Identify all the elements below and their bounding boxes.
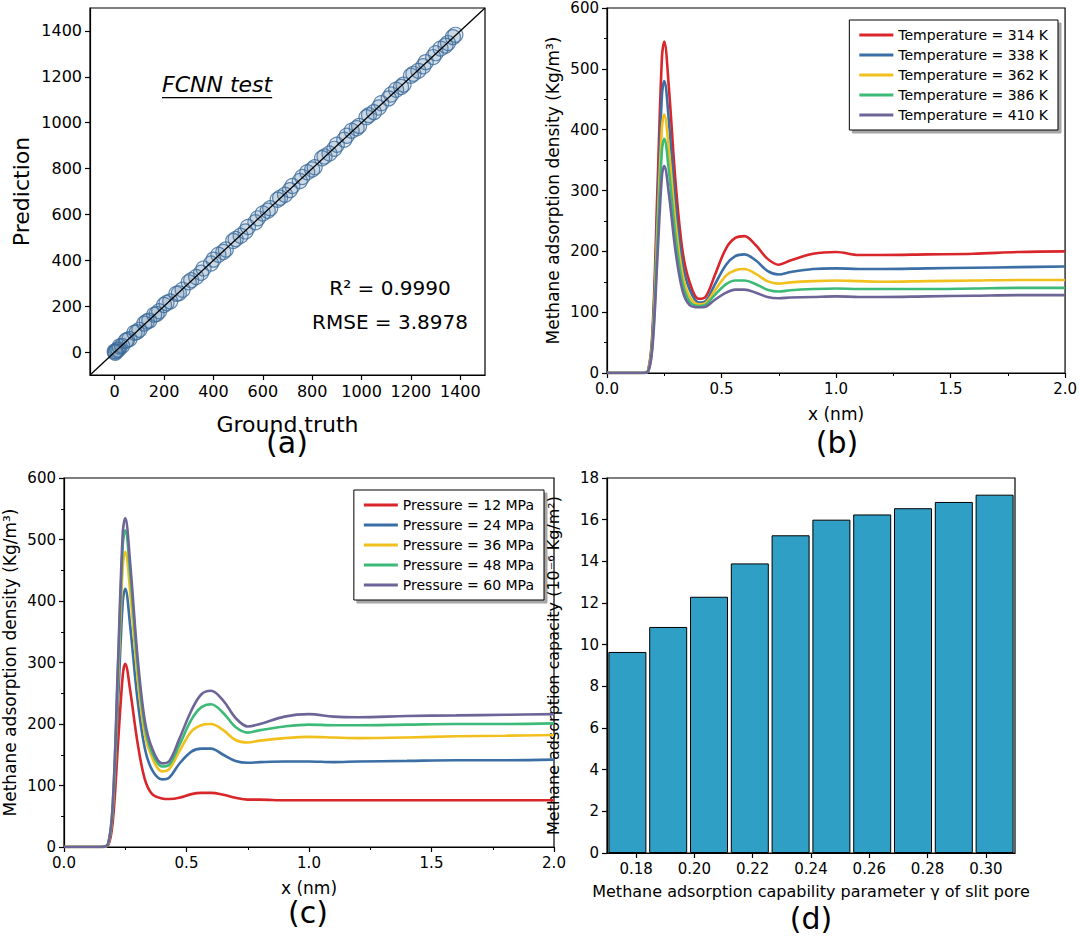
svg-text:800: 800 [297, 382, 328, 401]
svg-text:0.24: 0.24 [794, 860, 827, 878]
svg-text:0: 0 [72, 343, 82, 362]
svg-text:0: 0 [589, 844, 599, 862]
svg-text:0: 0 [46, 838, 56, 856]
svg-text:100: 100 [27, 777, 56, 795]
svg-text:600: 600 [27, 469, 56, 487]
svg-text:300: 300 [570, 182, 599, 200]
svg-text:Pressure = 12 MPa: Pressure = 12 MPa [403, 497, 534, 513]
svg-text:Temperature = 314 K: Temperature = 314 K [897, 27, 1048, 43]
svg-text:8: 8 [589, 677, 599, 695]
svg-text:Temperature = 338 K: Temperature = 338 K [897, 47, 1048, 63]
svg-text:500: 500 [570, 60, 599, 78]
svg-text:(d): (d) [790, 901, 832, 936]
svg-text:1.5: 1.5 [420, 854, 444, 872]
svg-text:Pressure = 60 MPa: Pressure = 60 MPa [403, 577, 534, 593]
svg-text:16: 16 [580, 511, 599, 529]
svg-text:14: 14 [580, 552, 599, 570]
svg-text:200: 200 [51, 297, 82, 316]
svg-text:1200: 1200 [391, 382, 432, 401]
svg-text:0: 0 [589, 364, 599, 382]
svg-text:Methane adsorption density (Kg: Methane adsorption density (Kg/m³) [0, 509, 20, 817]
svg-text:6: 6 [589, 719, 599, 737]
svg-text:0.0: 0.0 [595, 380, 619, 398]
svg-text:0.0: 0.0 [52, 854, 76, 872]
svg-text:Pressure = 48 MPa: Pressure = 48 MPa [403, 557, 534, 573]
svg-text:2.0: 2.0 [542, 854, 566, 872]
svg-text:0.22: 0.22 [736, 860, 769, 878]
svg-text:Ground truth: Ground truth [216, 411, 359, 437]
svg-text:400: 400 [27, 592, 56, 610]
svg-text:Temperature = 386 K: Temperature = 386 K [897, 87, 1048, 103]
svg-text:(b): (b) [816, 425, 858, 460]
svg-text:0.26: 0.26 [853, 860, 886, 878]
svg-text:x (nm): x (nm) [281, 877, 337, 898]
svg-text:Pressure = 36 MPa: Pressure = 36 MPa [403, 537, 534, 553]
svg-text:600: 600 [570, 0, 599, 17]
svg-text:200: 200 [27, 715, 56, 733]
svg-text:Temperature = 362 K: Temperature = 362 K [897, 67, 1048, 83]
svg-text:Methane adsorption density (Kg: Methane adsorption density (Kg/m³) [543, 37, 563, 345]
svg-text:RMSE = 3.8978: RMSE = 3.8978 [312, 310, 468, 334]
svg-text:400: 400 [198, 382, 229, 401]
svg-text:400: 400 [570, 121, 599, 139]
svg-text:0.20: 0.20 [678, 860, 711, 878]
svg-text:1000: 1000 [41, 113, 82, 132]
svg-text:2.0: 2.0 [1053, 380, 1077, 398]
svg-text:Methane adsorption capability: Methane adsorption capability parameter … [592, 882, 1030, 901]
svg-text:Temperature = 410 K: Temperature = 410 K [897, 107, 1048, 123]
svg-text:0.5: 0.5 [710, 380, 734, 398]
svg-text:Methane adsorption capacity (1: Methane adsorption capacity (10⁻⁶ Kg/m²) [544, 496, 563, 835]
svg-text:1.0: 1.0 [824, 380, 848, 398]
svg-text:(a): (a) [266, 425, 308, 460]
svg-text:200: 200 [570, 242, 599, 260]
svg-text:12: 12 [580, 594, 599, 612]
svg-text:1400: 1400 [41, 21, 82, 40]
svg-text:FCNN test: FCNN test [162, 72, 274, 97]
svg-text:R² = 0.9990: R² = 0.9990 [329, 276, 450, 300]
svg-text:1400: 1400 [440, 382, 481, 401]
svg-text:10: 10 [580, 636, 599, 654]
svg-text:0.28: 0.28 [911, 860, 944, 878]
svg-text:1000: 1000 [341, 382, 382, 401]
svg-text:(c): (c) [288, 895, 328, 930]
svg-text:0.5: 0.5 [175, 854, 199, 872]
svg-text:0.18: 0.18 [619, 860, 652, 878]
svg-text:1200: 1200 [41, 67, 82, 86]
svg-text:400: 400 [51, 251, 82, 270]
svg-text:100: 100 [570, 303, 599, 321]
svg-text:300: 300 [27, 654, 56, 672]
svg-text:Prediction: Prediction [9, 137, 34, 246]
svg-text:0.30: 0.30 [969, 860, 1002, 878]
svg-text:18: 18 [580, 469, 599, 487]
svg-text:1.5: 1.5 [939, 380, 963, 398]
svg-text:1.0: 1.0 [297, 854, 321, 872]
svg-text:500: 500 [27, 531, 56, 549]
svg-text:200: 200 [149, 382, 180, 401]
svg-text:600: 600 [248, 382, 279, 401]
svg-text:0: 0 [110, 382, 120, 401]
svg-text:4: 4 [589, 761, 599, 779]
svg-text:600: 600 [51, 205, 82, 224]
svg-text:800: 800 [51, 159, 82, 178]
svg-text:2: 2 [589, 802, 599, 820]
svg-text:x (nm): x (nm) [808, 404, 864, 424]
svg-text:Pressure = 24 MPa: Pressure = 24 MPa [403, 517, 534, 533]
